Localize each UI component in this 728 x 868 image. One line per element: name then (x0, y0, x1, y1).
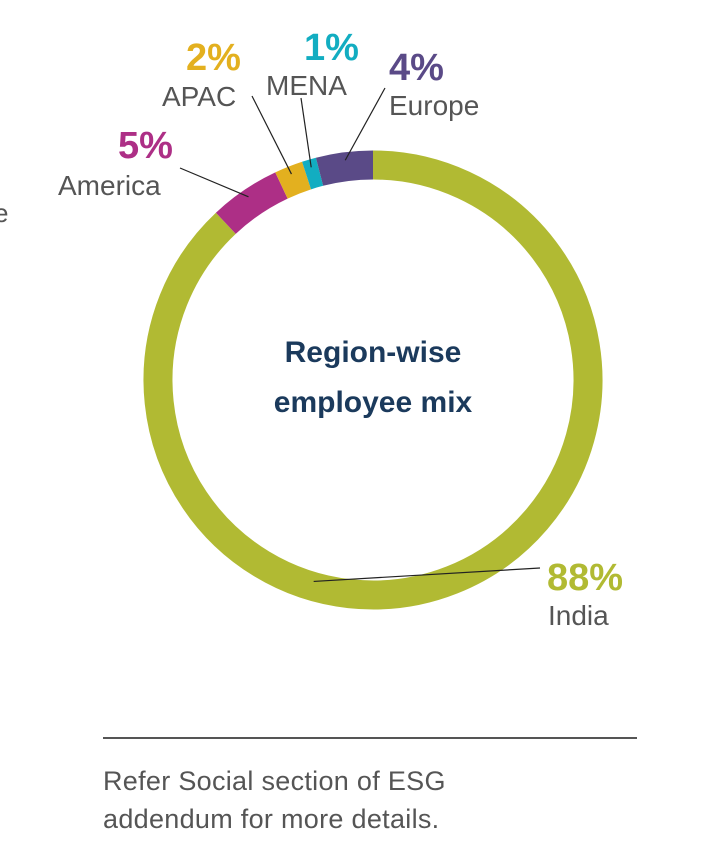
donut-segment-apac (275, 161, 312, 199)
donut-segment-europe (315, 150, 374, 186)
leader-line-europe (344, 87, 386, 161)
cropped-edge-text: e (0, 198, 9, 228)
donut-segment-mena (302, 157, 324, 190)
data-label-mena: 1% (304, 27, 359, 69)
chart-title-line-2: employee mix (274, 386, 473, 419)
donut-segment-india (143, 150, 603, 610)
category-label-india: India (548, 600, 609, 631)
donut-segment-america (215, 172, 288, 235)
leader-line-mena (300, 97, 312, 168)
footnote-line-1: Refer Social section of ESG (103, 766, 446, 796)
leader-line-india (313, 567, 541, 583)
footnote: Refer Social section of ESG addendum for… (103, 762, 663, 838)
data-label-india: 88% (547, 557, 623, 599)
data-label-apac: 2% (186, 37, 241, 79)
category-label-america: America (58, 170, 161, 201)
leader-line-apac (251, 95, 292, 175)
footnote-divider (103, 737, 637, 739)
segment-labels: 88%India 5%America 2%APAC 1%MENA 4%Europe (58, 27, 623, 631)
footnote-line-2: addendum for more details. (103, 804, 440, 834)
chart-title-line-1: Region-wise (285, 336, 462, 369)
donut-segments (143, 150, 603, 610)
category-label-apac: APAC (162, 81, 236, 112)
category-label-mena: MENA (266, 70, 347, 101)
data-label-europe: 4% (389, 47, 444, 89)
leader-line-america (179, 167, 249, 198)
category-label-europe: Europe (389, 90, 479, 121)
leader-lines (179, 87, 541, 583)
data-label-america: 5% (118, 125, 173, 167)
